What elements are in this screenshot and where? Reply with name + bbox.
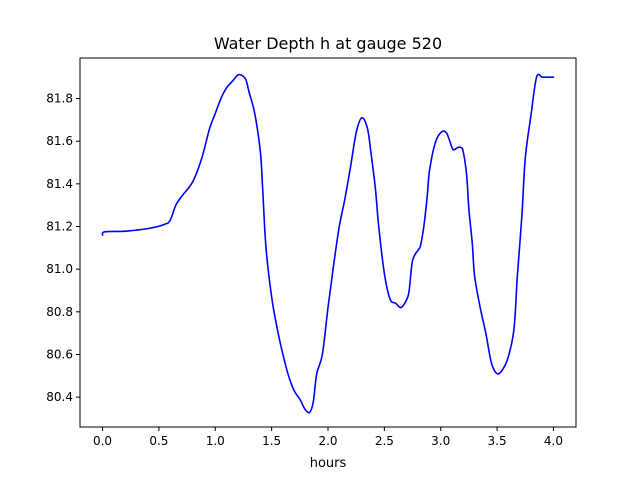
x-tick-label: 3.0	[431, 434, 450, 448]
y-tick-label: 80.8	[46, 305, 73, 319]
y-tick-label: 81.6	[46, 134, 73, 148]
y-tick-label: 80.6	[46, 347, 73, 361]
x-tick-label: 2.5	[375, 434, 394, 448]
x-tick-label: 4.0	[544, 434, 563, 448]
x-tick-label: 1.0	[206, 434, 225, 448]
axes-frame	[79, 57, 577, 428]
y-tick-label: 81.0	[46, 262, 73, 276]
x-tick-label: 2.0	[318, 434, 337, 448]
series-line	[101, 73, 555, 414]
y-tick-label: 80.4	[46, 390, 73, 404]
x-tick-label: 1.5	[262, 434, 281, 448]
y-tick-label: 81.8	[46, 92, 73, 106]
x-tick-label: 3.5	[488, 434, 507, 448]
plot-area	[101, 73, 555, 414]
x-tick-label: 0.5	[149, 434, 168, 448]
y-tick-label: 81.4	[46, 177, 73, 191]
chart-title: Water Depth h at gauge 520	[214, 34, 442, 53]
y-tick-label: 81.2	[46, 220, 73, 234]
x-axis: 0.0 0.5 1.0 1.5 2.0 2.5 3.0 3.5 4.0	[93, 427, 563, 448]
y-axis: 80.4 80.6 80.8 81.0 81.2 81.4 81.6 81.8	[46, 92, 80, 404]
x-axis-label: hours	[310, 456, 347, 471]
x-tick-label: 0.0	[93, 434, 112, 448]
